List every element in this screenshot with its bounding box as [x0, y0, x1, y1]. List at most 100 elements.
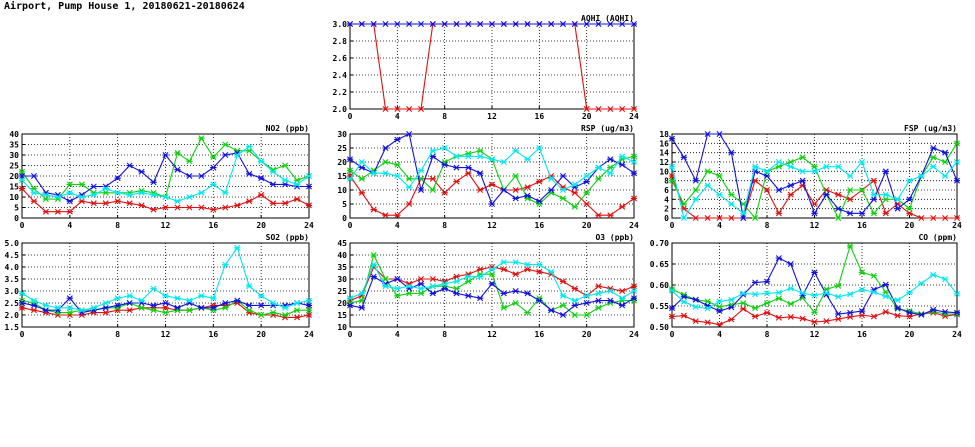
- data-point: [787, 261, 794, 267]
- data-point: [234, 297, 241, 304]
- data-point: [595, 212, 602, 219]
- data-point: [347, 295, 354, 302]
- data-point: [692, 187, 699, 193]
- data-point: [583, 312, 590, 318]
- data-point: [583, 173, 590, 179]
- data-point: [870, 272, 878, 279]
- series-group: [347, 252, 637, 318]
- data-point: [787, 285, 794, 292]
- data-point: [54, 194, 62, 200]
- data-point: [198, 135, 205, 142]
- data-point: [150, 191, 157, 198]
- data-point: [138, 297, 145, 304]
- data-point: [692, 215, 699, 221]
- data-point: [953, 290, 960, 297]
- data-point: [476, 170, 484, 177]
- series-group: [669, 242, 960, 328]
- x-tick-label: 12: [161, 221, 171, 230]
- x-tick-label: 0: [20, 330, 25, 339]
- data-point: [906, 210, 913, 217]
- data-point: [429, 290, 437, 297]
- data-point: [595, 304, 602, 311]
- data-point: [607, 297, 614, 304]
- data-point: [198, 173, 205, 179]
- data-point: [453, 178, 460, 185]
- data-point: [716, 173, 723, 179]
- data-point: [394, 173, 401, 179]
- x-tick-label: 4: [717, 330, 722, 339]
- data-point: [488, 280, 496, 287]
- data-point: [382, 106, 389, 112]
- x-tick-label: 0: [348, 330, 353, 339]
- x-tick-label: 20: [582, 221, 592, 230]
- data-point: [257, 292, 265, 299]
- data-point: [382, 283, 389, 290]
- data-point: [305, 202, 312, 209]
- x-tick-label: 8: [115, 221, 120, 230]
- data-point: [740, 215, 747, 221]
- data-point: [763, 168, 771, 175]
- data-point: [882, 293, 889, 300]
- data-point: [500, 187, 508, 193]
- data-point: [918, 311, 925, 318]
- data-point: [429, 283, 437, 290]
- y-tick-label: 5: [342, 200, 347, 209]
- data-point: [257, 312, 265, 318]
- data-point: [30, 297, 38, 304]
- x-tick-label: 16: [535, 330, 545, 339]
- data-point: [680, 312, 688, 319]
- data-point: [669, 163, 676, 170]
- data-point: [281, 304, 289, 311]
- data-point: [835, 316, 842, 323]
- data-point: [90, 200, 97, 207]
- data-point: [846, 242, 854, 249]
- data-point: [150, 307, 157, 314]
- data-point: [680, 293, 688, 300]
- chart-title: FSP (ug/m3): [904, 124, 957, 133]
- data-point: [465, 292, 472, 299]
- data-point: [114, 302, 121, 309]
- data-point: [476, 187, 484, 193]
- y-tick-label: 40: [337, 251, 347, 260]
- data-point: [559, 302, 567, 309]
- data-point: [536, 297, 543, 304]
- data-point: [559, 173, 567, 179]
- data-point: [571, 302, 579, 309]
- data-point: [281, 312, 289, 318]
- data-point: [293, 307, 301, 314]
- data-point: [465, 278, 472, 285]
- data-point: [763, 278, 771, 285]
- data-point: [524, 309, 531, 316]
- data-point: [858, 187, 866, 193]
- chart-title: NO2 (ppb): [266, 124, 309, 133]
- data-point: [583, 201, 590, 207]
- data-point: [382, 170, 389, 177]
- x-tick-label: 12: [810, 221, 820, 230]
- chart-co: 0 4 8 12 16 20 24 0.50 0.55 0.60 0.65 0.70 CO (ppm): [650, 233, 962, 339]
- data-point: [382, 21, 389, 27]
- data-point: [246, 307, 253, 314]
- data-point: [775, 163, 783, 170]
- data-point: [370, 273, 377, 280]
- data-point: [512, 21, 519, 27]
- data-point: [751, 163, 759, 170]
- data-point: [595, 175, 602, 182]
- data-point: [476, 266, 484, 273]
- x-tick-label: 4: [395, 112, 400, 121]
- data-point: [370, 261, 377, 268]
- data-point: [775, 295, 783, 302]
- data-point: [906, 177, 913, 184]
- data-point: [894, 312, 901, 319]
- data-point: [246, 143, 253, 150]
- y-tick-label: 2.2: [333, 88, 348, 97]
- data-point: [763, 187, 771, 193]
- data-point: [162, 304, 169, 311]
- data-point: [941, 308, 949, 315]
- data-point: [953, 215, 960, 221]
- data-point: [799, 177, 806, 184]
- y-tick-label: 2.0: [5, 311, 20, 320]
- data-point: [394, 276, 401, 282]
- data-point: [234, 152, 241, 158]
- data-point: [858, 286, 866, 293]
